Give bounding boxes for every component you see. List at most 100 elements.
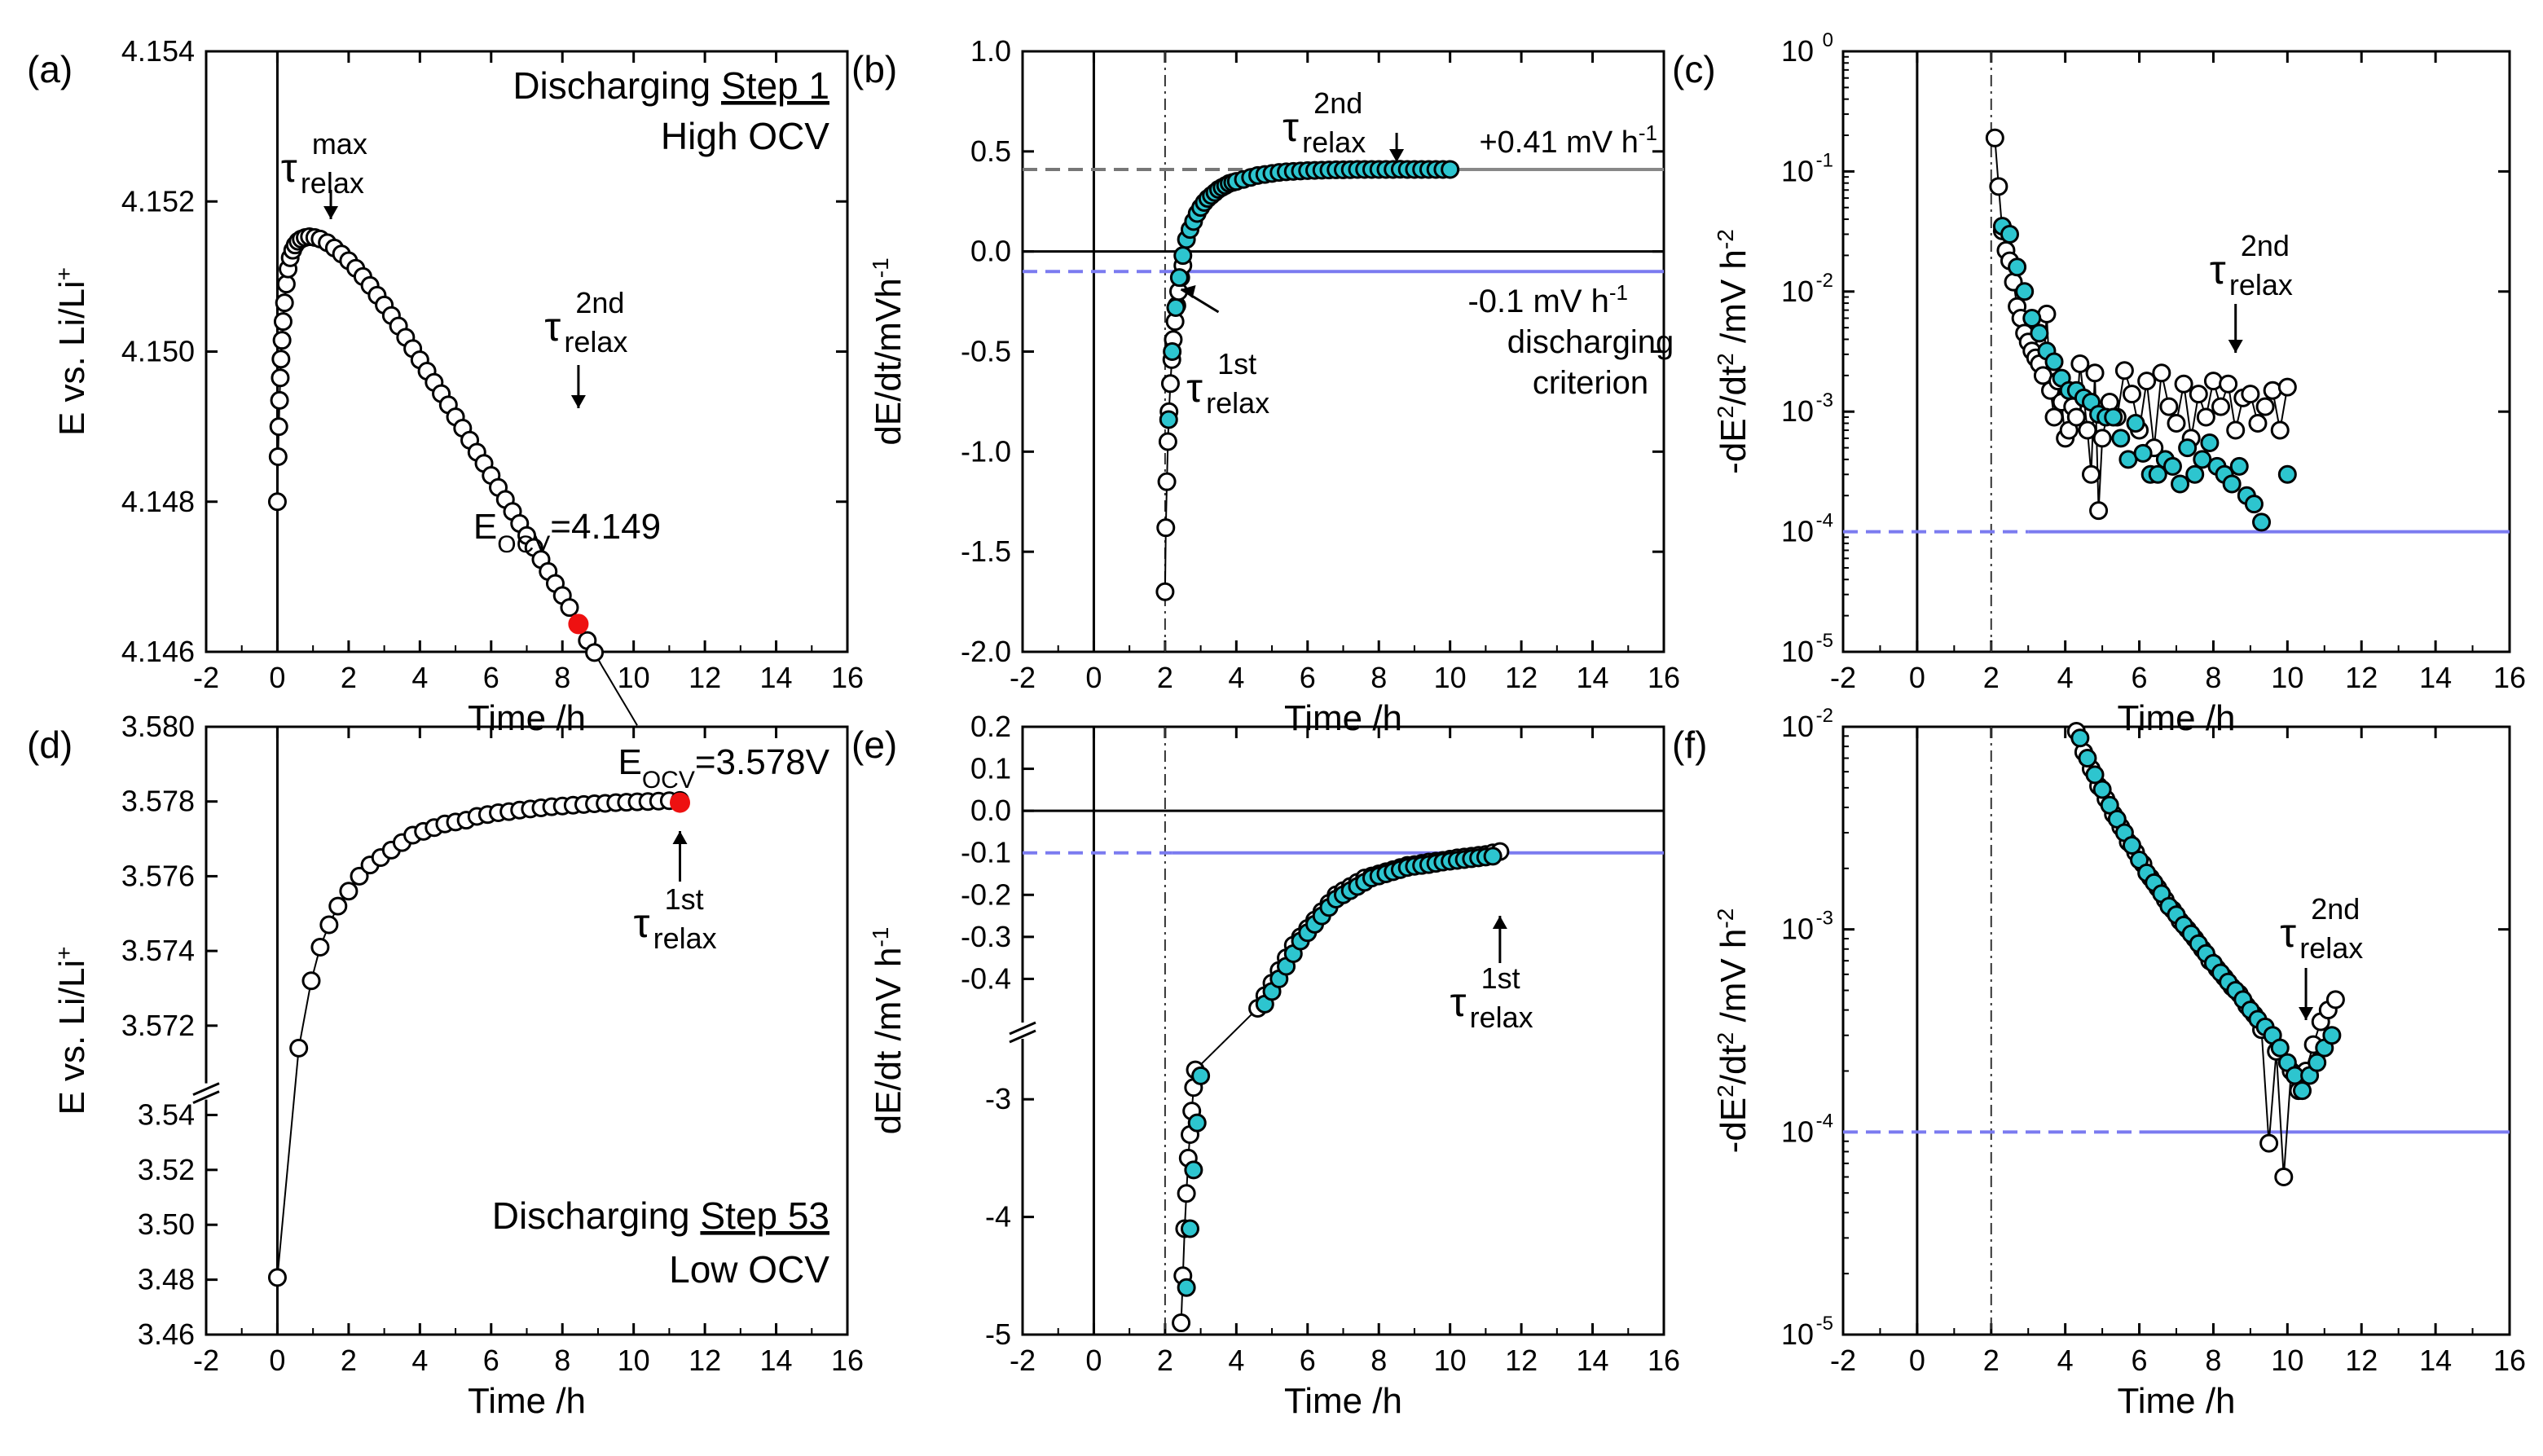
plateau-text: +0.41 mV h bbox=[1479, 125, 1638, 160]
tau-subscript: relax bbox=[2299, 931, 2363, 965]
open-data-point bbox=[271, 350, 291, 369]
x-axis-label: Time /h bbox=[468, 1381, 586, 1421]
x-tick-label: 6 bbox=[2132, 661, 2148, 694]
open-data-point bbox=[268, 446, 288, 466]
open-data-point bbox=[2159, 397, 2179, 416]
y-tick-label: 0.0 bbox=[970, 235, 1011, 268]
title-text: Discharging bbox=[513, 64, 721, 107]
y-tick-label: 3.580 bbox=[121, 710, 195, 743]
open-data-point bbox=[339, 882, 359, 901]
x-tick-label: 8 bbox=[554, 1344, 570, 1377]
tau-1st-label: τ 1st relax bbox=[1186, 347, 1269, 420]
x-tick-label: 4 bbox=[411, 1344, 428, 1377]
y-label-part: /mV h bbox=[1714, 249, 1753, 353]
plot-frame bbox=[1021, 725, 1665, 1336]
panel-label: (b) bbox=[851, 48, 897, 90]
open-data-point bbox=[2263, 380, 2282, 400]
cyan-data-point bbox=[2015, 282, 2035, 301]
x-tick-label: 12 bbox=[689, 661, 721, 694]
title-step: Step 1 bbox=[721, 64, 829, 107]
open-data-point bbox=[273, 312, 293, 332]
y-tick-label: 3.576 bbox=[121, 859, 195, 892]
tau-symbol: τ bbox=[544, 304, 561, 350]
y-tick-label: 10 bbox=[1781, 34, 1814, 68]
x-tick-label: -2 bbox=[1830, 661, 1856, 694]
tau-superscript: 1st bbox=[1217, 347, 1256, 380]
tau-max-label: τmax relax bbox=[281, 127, 367, 200]
x-tick-label: 4 bbox=[1228, 661, 1244, 694]
panel-label: (c) bbox=[1672, 48, 1716, 90]
tau-superscript: 2nd bbox=[1313, 86, 1362, 120]
eocv-label: EOCV=4.149 bbox=[473, 507, 661, 558]
y-tick-label: 0.5 bbox=[970, 134, 1011, 168]
y-tick-label: 10 bbox=[1781, 154, 1814, 187]
y-tick-exponent: -1 bbox=[1816, 149, 1833, 171]
x-tick-label: 10 bbox=[2271, 1344, 2303, 1377]
x-axis-label: Time /h bbox=[1284, 1381, 1402, 1421]
x-tick-label: 6 bbox=[1300, 1344, 1316, 1377]
x-tick-label: 2 bbox=[341, 661, 357, 694]
x-tick-label: 14 bbox=[1577, 661, 1609, 694]
y-tick-label: 3.46 bbox=[138, 1317, 195, 1351]
tau-1st-label: τ 1st relax bbox=[1450, 961, 1533, 1034]
y-tick-exponent: 0 bbox=[1823, 29, 1833, 51]
open-data-point bbox=[1155, 582, 1175, 601]
tau-max-arrow-head bbox=[323, 206, 339, 219]
tau-2nd-label: τ 2nd relax bbox=[2210, 229, 2293, 301]
panel-b: -2 0 2 4 6 8 10 12 14 16 Time /h -2.0 -1.5 -1.0 -0.5 0.… bbox=[851, 34, 1680, 738]
y-tick-label: 3.578 bbox=[121, 785, 195, 818]
x-tick-label: 10 bbox=[618, 1344, 650, 1377]
open-data-point bbox=[2248, 413, 2268, 433]
panel-label: (e) bbox=[851, 724, 897, 766]
open-data-point bbox=[2078, 420, 2097, 440]
tau-superscript: max bbox=[312, 127, 367, 161]
tau-1st-arrow-head bbox=[1181, 285, 1196, 298]
cyan-data-point bbox=[2148, 464, 2167, 484]
cyan-data-point bbox=[2085, 765, 2105, 785]
x-tick-label: 12 bbox=[1505, 661, 1538, 694]
tau-1st-arrow-head bbox=[1492, 916, 1507, 929]
open-data-point bbox=[270, 390, 289, 410]
x-tick-label: 0 bbox=[1085, 1344, 1102, 1377]
cyan-data-point bbox=[2200, 433, 2220, 452]
y-tick-label: 10 bbox=[1781, 710, 1814, 743]
open-data-point bbox=[2241, 385, 2260, 404]
open-data-point bbox=[2066, 407, 2086, 427]
cyan-data-point bbox=[1163, 342, 1182, 361]
x-tick-label: 0 bbox=[1085, 661, 1102, 694]
cyan-data-point bbox=[2193, 450, 2212, 469]
cyan-data-point bbox=[2229, 456, 2249, 476]
cyan-data-point bbox=[1441, 160, 1460, 179]
x-tick-label: 0 bbox=[1909, 661, 1925, 694]
open-data-point bbox=[2277, 377, 2297, 397]
panel-d: -2 0 2 4 6 8 10 12 14 16 Time /h 3.572 3.574 3.576 3.5… bbox=[27, 710, 864, 1421]
x-axis-label: Time /h bbox=[2117, 698, 2235, 738]
open-data-point bbox=[2114, 361, 2134, 380]
axis-break-mark bbox=[192, 1082, 220, 1096]
panel-subtitle: High OCV bbox=[661, 115, 829, 157]
open-data-point bbox=[2270, 420, 2290, 440]
y-tick-label: 3.574 bbox=[121, 934, 195, 967]
axis-break-mark bbox=[192, 1090, 220, 1104]
open-data-point bbox=[585, 643, 605, 662]
eocv-label: EOCV=3.578V bbox=[618, 742, 829, 794]
x-tick-label: 14 bbox=[2419, 661, 2452, 694]
cyan-data-point bbox=[2178, 438, 2198, 458]
y-tick-label: 3.52 bbox=[138, 1153, 195, 1186]
tau-2nd-label: τ 2nd relax bbox=[2280, 892, 2363, 965]
y-tick-label: 1.0 bbox=[970, 34, 1011, 68]
x-tick-label: 2 bbox=[1983, 1344, 2000, 1377]
cyan-data-point bbox=[1177, 1278, 1196, 1297]
x-tick-label: -2 bbox=[1010, 1344, 1036, 1377]
open-data-point bbox=[2196, 407, 2215, 427]
y-tick-label: 3.48 bbox=[138, 1263, 195, 1296]
tau-2nd-arrow-head bbox=[2299, 1007, 2314, 1020]
open-data-point bbox=[272, 331, 292, 350]
cyan-data-point bbox=[2185, 464, 2205, 484]
cyan-data-point bbox=[2100, 795, 2119, 815]
y-label-part: E vs. Li/Li bbox=[52, 960, 92, 1115]
open-data-point bbox=[2226, 420, 2246, 440]
tau-symbol: τ bbox=[1282, 104, 1299, 150]
criterion-label-3: criterion bbox=[1533, 365, 1648, 401]
y-label-part: /dt bbox=[1714, 366, 1753, 406]
